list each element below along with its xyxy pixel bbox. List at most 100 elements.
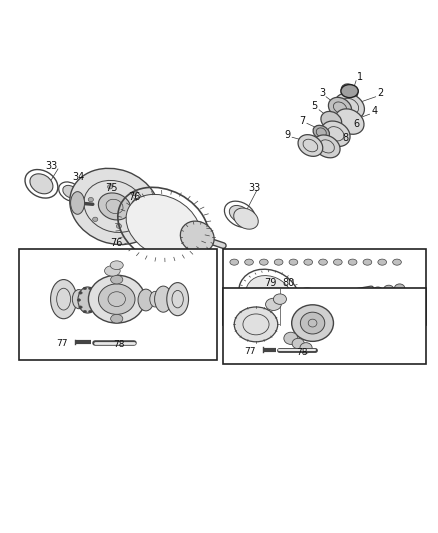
Text: 80: 80 — [283, 278, 295, 288]
Ellipse shape — [138, 289, 154, 311]
Ellipse shape — [292, 338, 304, 349]
FancyBboxPatch shape — [24, 287, 41, 295]
Text: 79: 79 — [264, 278, 276, 288]
Ellipse shape — [78, 287, 97, 313]
Ellipse shape — [335, 109, 364, 134]
FancyBboxPatch shape — [194, 276, 212, 284]
Ellipse shape — [180, 221, 214, 253]
Ellipse shape — [284, 332, 298, 344]
Ellipse shape — [79, 292, 82, 294]
Ellipse shape — [373, 287, 383, 296]
Ellipse shape — [83, 287, 87, 290]
Ellipse shape — [136, 211, 141, 215]
Text: 2: 2 — [377, 88, 383, 98]
FancyBboxPatch shape — [194, 265, 212, 273]
Text: 8: 8 — [342, 133, 348, 143]
Ellipse shape — [348, 259, 357, 265]
Ellipse shape — [88, 275, 145, 323]
Ellipse shape — [321, 121, 350, 147]
FancyBboxPatch shape — [194, 287, 212, 295]
Ellipse shape — [88, 197, 93, 202]
Ellipse shape — [50, 279, 77, 319]
Ellipse shape — [155, 286, 172, 312]
FancyBboxPatch shape — [24, 330, 41, 339]
Ellipse shape — [99, 284, 135, 314]
Ellipse shape — [150, 292, 160, 307]
Ellipse shape — [394, 284, 405, 293]
Bar — [223, 249, 426, 325]
Text: 77: 77 — [57, 339, 68, 348]
Bar — [19, 249, 217, 360]
Ellipse shape — [167, 282, 188, 316]
Ellipse shape — [77, 298, 81, 301]
FancyBboxPatch shape — [384, 312, 419, 319]
Ellipse shape — [289, 259, 298, 265]
Ellipse shape — [30, 174, 53, 194]
FancyBboxPatch shape — [384, 296, 419, 302]
Ellipse shape — [117, 224, 121, 228]
Ellipse shape — [71, 192, 85, 214]
Ellipse shape — [70, 168, 159, 245]
Ellipse shape — [234, 307, 278, 342]
Ellipse shape — [83, 310, 87, 313]
FancyBboxPatch shape — [24, 319, 41, 328]
Ellipse shape — [328, 98, 352, 118]
Text: 33: 33 — [248, 183, 261, 193]
FancyBboxPatch shape — [384, 329, 419, 335]
FancyBboxPatch shape — [194, 330, 212, 339]
Text: 78: 78 — [296, 348, 307, 357]
FancyBboxPatch shape — [384, 337, 419, 344]
Ellipse shape — [79, 306, 82, 309]
Ellipse shape — [274, 259, 283, 265]
Ellipse shape — [300, 343, 312, 353]
Ellipse shape — [93, 292, 96, 294]
Ellipse shape — [341, 84, 358, 98]
Ellipse shape — [298, 135, 323, 156]
Text: 76: 76 — [110, 238, 123, 247]
Ellipse shape — [126, 195, 201, 257]
Ellipse shape — [130, 198, 147, 226]
Text: 9: 9 — [285, 130, 291, 140]
Ellipse shape — [313, 125, 329, 140]
Ellipse shape — [296, 288, 320, 310]
Ellipse shape — [314, 135, 340, 158]
FancyBboxPatch shape — [384, 320, 419, 327]
FancyBboxPatch shape — [24, 276, 41, 284]
Ellipse shape — [92, 195, 97, 199]
Ellipse shape — [105, 265, 120, 276]
Ellipse shape — [341, 85, 358, 98]
Ellipse shape — [363, 259, 372, 265]
Text: 34: 34 — [73, 172, 85, 182]
FancyBboxPatch shape — [381, 294, 421, 356]
Ellipse shape — [108, 184, 113, 189]
Text: 4: 4 — [372, 106, 378, 116]
Ellipse shape — [333, 259, 342, 265]
Text: 6: 6 — [353, 119, 359, 129]
Ellipse shape — [246, 276, 292, 316]
Bar — [223, 288, 426, 365]
Ellipse shape — [92, 217, 98, 222]
Ellipse shape — [131, 191, 137, 196]
Ellipse shape — [99, 193, 131, 220]
Ellipse shape — [111, 314, 123, 323]
Ellipse shape — [72, 289, 85, 309]
Ellipse shape — [384, 285, 394, 294]
FancyBboxPatch shape — [24, 308, 41, 317]
Text: 7: 7 — [300, 116, 306, 126]
FancyBboxPatch shape — [194, 319, 212, 328]
Ellipse shape — [265, 298, 281, 310]
Text: 78: 78 — [113, 341, 125, 349]
Ellipse shape — [111, 275, 123, 284]
Text: 77: 77 — [244, 347, 256, 356]
Text: 76: 76 — [128, 192, 140, 202]
FancyBboxPatch shape — [384, 304, 419, 310]
Ellipse shape — [259, 259, 268, 265]
Ellipse shape — [88, 310, 92, 313]
Ellipse shape — [273, 294, 286, 304]
Ellipse shape — [93, 306, 96, 309]
Text: 3: 3 — [319, 88, 325, 98]
Ellipse shape — [392, 259, 401, 265]
Text: 5: 5 — [311, 101, 318, 111]
FancyBboxPatch shape — [194, 297, 212, 306]
Ellipse shape — [234, 208, 258, 229]
